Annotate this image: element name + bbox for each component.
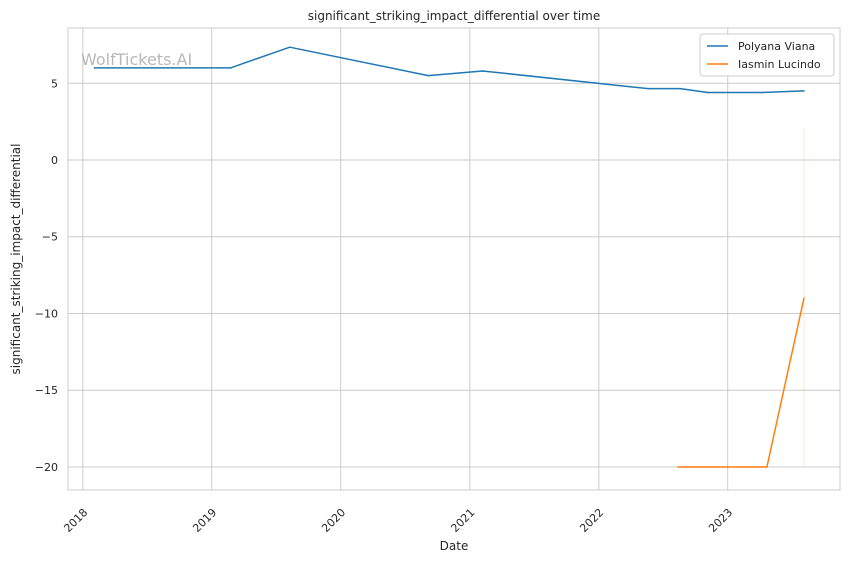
series-line-0 xyxy=(94,46,805,94)
y-tick-label: −10 xyxy=(35,307,58,320)
data-point xyxy=(93,67,96,69)
legend-label: Polyana Viana xyxy=(738,40,815,53)
data-point xyxy=(677,466,679,468)
y-tick-label: 5 xyxy=(51,77,58,90)
data-point xyxy=(706,91,709,94)
data-point xyxy=(803,297,805,299)
y-axis-ticks: 5 0 −5 −10 −15 −20 xyxy=(35,77,58,474)
series-layer xyxy=(93,46,805,468)
data-point xyxy=(229,67,232,69)
data-point xyxy=(679,87,682,90)
y-tick-label: 0 xyxy=(51,154,58,167)
x-tick-label: 2021 xyxy=(448,506,477,535)
data-point xyxy=(481,70,484,72)
grid xyxy=(68,28,840,490)
data-point xyxy=(761,91,763,94)
legend-box xyxy=(699,33,835,77)
y-tick-label: −20 xyxy=(35,461,58,474)
x-tick-label: 2020 xyxy=(319,506,348,535)
y-tick-label: −15 xyxy=(35,384,58,397)
plot-area xyxy=(67,27,841,491)
data-point xyxy=(427,74,430,77)
x-axis-label: Date xyxy=(440,539,469,553)
chart-title: significant_striking_impact_differential… xyxy=(308,9,600,23)
x-tick-label: 2022 xyxy=(577,506,606,535)
y-axis-label: significant_striking_impact_differential xyxy=(9,144,23,375)
watermark: WolfTickets.AI xyxy=(81,50,192,69)
x-axis-ticks: 2018 2019 2020 2021 2022 2023 xyxy=(61,506,735,535)
x-tick-label: 2019 xyxy=(190,506,219,535)
data-point xyxy=(803,90,805,92)
y-tick-label: −5 xyxy=(42,231,58,244)
x-tick-label: 2023 xyxy=(706,506,735,535)
legend: Polyana Viana Iasmin Lucindo xyxy=(699,33,835,77)
data-point xyxy=(766,466,768,468)
legend-label: Iasmin Lucindo xyxy=(738,58,821,71)
data-point xyxy=(647,87,650,90)
data-point xyxy=(288,46,291,48)
x-tick-label: 2018 xyxy=(61,506,90,535)
